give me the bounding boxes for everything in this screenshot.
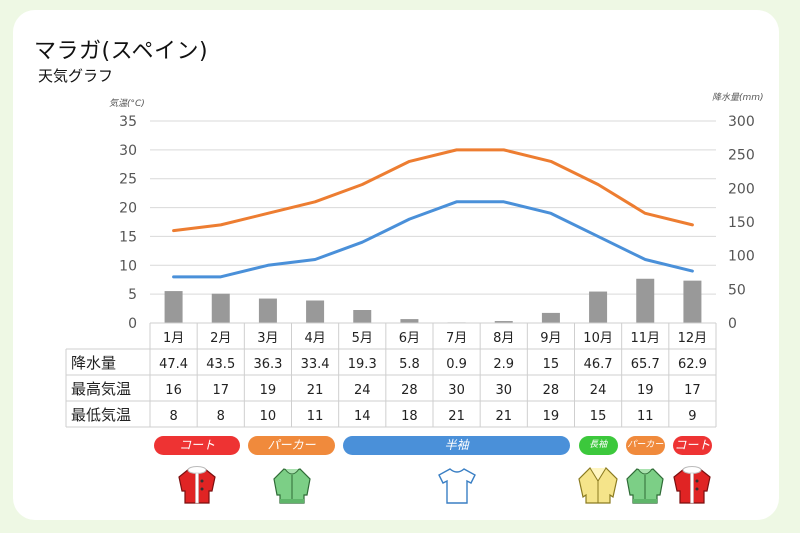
precip-bar [211,293,230,323]
jacket-icon [575,461,621,507]
tshirt-icon [434,461,480,507]
table-cell: 47.4 [159,357,188,372]
y-tick-left: 20 [119,201,137,217]
y-tick-left: 25 [119,172,137,188]
table-cell: 46.7 [584,357,613,372]
table-cell: 11 [637,409,654,424]
y-tick-right: 300 [728,114,755,130]
table-cell: 33.4 [301,357,330,372]
y-tick-right: 150 [728,215,755,231]
x-tick-label: 1月 [163,331,184,346]
x-tick-label: 9月 [540,331,561,346]
table-cell: 15 [590,409,607,424]
table-cell: 0.9 [446,357,467,372]
precip-bar [683,280,702,323]
y-tick-left: 5 [128,287,137,303]
table-cell: 17 [212,383,229,398]
chart-subtitle: 天気グラフ [38,67,114,85]
x-tick-label: 7月 [446,331,467,346]
clothing-badge: コート [672,436,712,455]
clothing-badge: 長袖 [578,436,618,455]
table-cell: 28 [543,383,560,398]
precip-bar [353,310,372,323]
x-tick-label: 11月 [630,331,660,346]
y-tick-right: 0 [728,316,737,332]
table-cell: 36.3 [253,357,282,372]
y-tick-left: 15 [119,229,137,245]
table-cell: 21 [307,383,324,398]
clothing-badge: コート [154,436,241,455]
precip-bar [164,291,183,323]
table-cell: 16 [165,383,182,398]
table-cell: 24 [354,383,371,398]
table-cell: 11 [307,409,324,424]
table-cell: 19.3 [348,357,377,372]
table-cell: 28 [401,383,418,398]
table-cell: 18 [401,409,418,424]
x-tick-label: 10月 [583,331,613,346]
table-cell: 30 [495,383,512,398]
precip-bar [494,321,513,323]
hoodie-icon [622,461,668,507]
x-tick-label: 2月 [210,331,231,346]
precip-bar [589,291,608,323]
table-cell: 8 [169,409,177,424]
table-cell: 17 [684,383,701,398]
y-tick-left: 0 [128,316,137,332]
coat-icon [669,461,715,507]
table-cell: 2.9 [493,357,514,372]
clothing-badge: パーカー [625,436,665,455]
precip-bar [541,312,560,323]
table-cell: 10 [260,409,277,424]
table-cell: 5.8 [399,357,420,372]
table-row-label: 最低気温 [71,406,131,424]
low-temp-line [172,200,694,279]
coat-icon [174,461,220,507]
y-tick-right: 50 [728,282,746,298]
x-tick-label: 8月 [493,331,514,346]
clothing-badge: パーカー [248,436,335,455]
table-cell: 43.5 [206,357,235,372]
table-cell: 15 [543,357,560,372]
table-cell: 19 [260,383,277,398]
x-tick-label: 12月 [678,331,708,346]
table-cell: 24 [590,383,607,398]
x-tick-label: 5月 [352,331,373,346]
x-tick-label: 3月 [257,331,278,346]
y-tick-right: 250 [728,148,755,164]
clothing-badge: 半袖 [342,436,571,455]
table-cell: 19 [543,409,560,424]
precip-bar [636,278,655,323]
x-tick-label: 6月 [399,331,420,346]
table-row-label: 最高気温 [71,380,131,398]
chart-title: マラガ(スペイン) [34,39,209,64]
precip-bar [400,319,419,323]
precip-bar [258,298,277,323]
table-cell: 8 [217,409,225,424]
table-cell: 14 [354,409,371,424]
y-tick-left: 30 [119,143,137,159]
table-cell: 30 [448,383,465,398]
table-row-label: 降水量 [71,354,116,372]
table-cell: 21 [448,409,465,424]
right-axis-unit: 降水量(mm) [712,93,764,103]
precip-bar [306,300,325,323]
y-tick-left: 10 [119,258,137,274]
x-tick-label: 4月 [304,331,325,346]
table-cell: 62.9 [678,357,707,372]
table-cell: 19 [637,383,654,398]
table-cell: 9 [688,409,696,424]
high-temp-line [172,148,694,233]
y-tick-right: 100 [728,249,755,265]
hoodie-icon [269,461,315,507]
y-tick-right: 200 [728,181,755,197]
table-cell: 65.7 [631,357,660,372]
y-tick-left: 35 [119,114,137,130]
table-cell: 21 [495,409,512,424]
left-axis-unit: 気温(°C) [109,99,145,109]
